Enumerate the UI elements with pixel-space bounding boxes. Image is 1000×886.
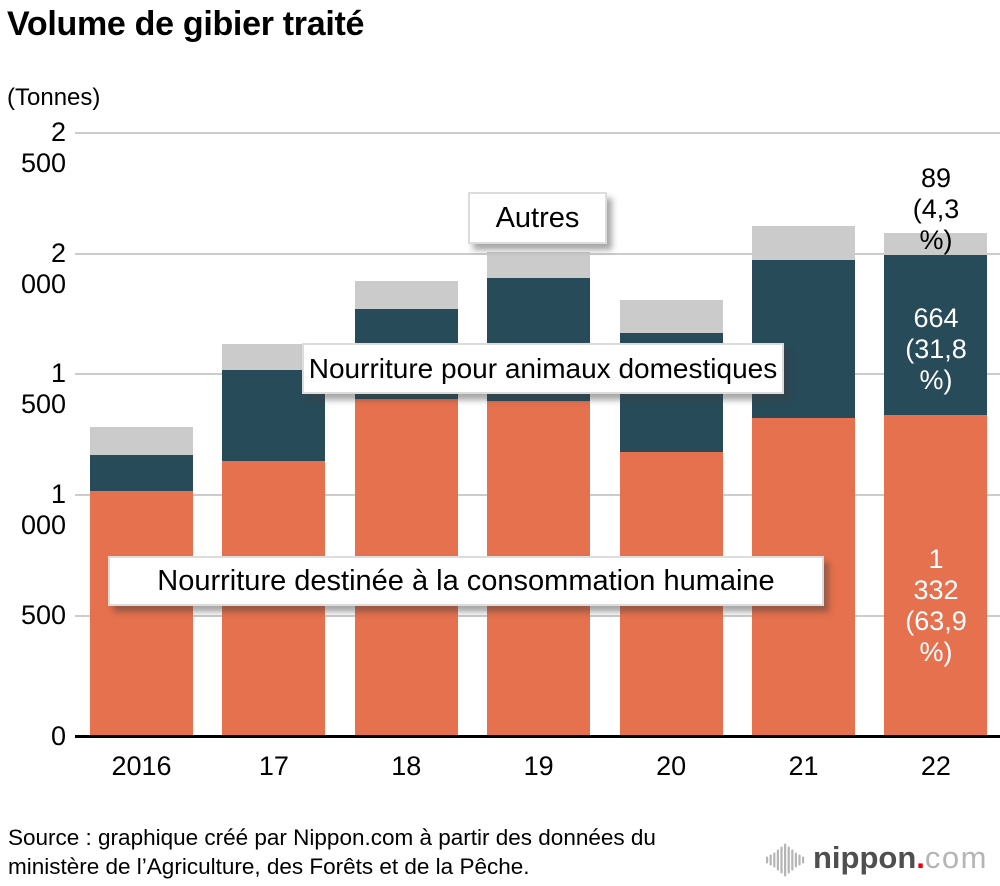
annotation-2022-human-value: 1 332 (913, 544, 959, 605)
x-axis-label-22: 22 (920, 751, 951, 781)
bar-segment-other-2016 (90, 426, 193, 456)
logo-com-text: com (924, 840, 988, 875)
label-box-human-food-text: Nourriture destinée à la consommation hu… (157, 564, 775, 597)
annotation-2022-other-value: 89 (920, 163, 952, 193)
source-line-1: Source : graphique créé par Nippon.com à… (8, 825, 656, 850)
bar-segment-other-20 (619, 299, 723, 334)
bar-segment-other-18 (354, 281, 458, 310)
bar-segment-other-22 (884, 233, 988, 255)
bar-segment-pet-22 (884, 254, 988, 415)
annotation-2022-pet-value: 664 (913, 303, 959, 333)
bar-segment-pet-21 (752, 259, 855, 418)
x-axis-label-19: 19 (523, 751, 554, 781)
bar-segment-pet-2016 (90, 455, 193, 492)
label-box-pet-food-text: Nourriture pour animaux domestiques (308, 352, 778, 384)
bar-segment-human-22 (884, 414, 988, 737)
annotation-2022-other: 89 (4,3 %) (904, 163, 968, 256)
source-text: Source : graphique créé par Nippon.com à… (8, 823, 656, 881)
logo-nippon-text: nippon (813, 840, 917, 875)
y-axis-label-1500: 1 500 (20, 358, 66, 420)
annotation-2022-human-percent: (63,9 %) (905, 606, 967, 667)
soundwave-icon (766, 843, 805, 877)
y-axis-label-0: 0 (50, 720, 66, 751)
y-axis-label-500: 500 (20, 599, 66, 630)
label-box-pet-food: Nourriture pour animaux domestiques (302, 343, 784, 394)
logo-dot: . (916, 840, 925, 875)
y-axis-label-1000: 1 000 (20, 479, 66, 541)
bar-segment-other-21 (752, 225, 855, 260)
x-axis-label-18: 18 (391, 751, 422, 781)
x-axis-label-20: 20 (656, 751, 687, 781)
y-axis-label-2000: 2 000 (20, 237, 66, 299)
y-axis-unit-label: (Tonnes) (7, 84, 101, 111)
bar-segment-other-19 (487, 252, 591, 278)
nippon-logo: nippon. com (765, 840, 988, 877)
x-axis-label-21: 21 (788, 751, 819, 781)
x-axis-label-17: 17 (258, 751, 289, 781)
annotation-2022-human: 1 332 (63,9 %) (904, 544, 968, 668)
gridline-2500 (75, 132, 1000, 134)
label-box-autres-text: Autres (495, 201, 580, 234)
label-box-human-food: Nourriture destinée à la consommation hu… (108, 556, 824, 606)
x-axis-label-2016: 2016 (111, 751, 172, 781)
annotation-2022-other-percent: (4,3 %) (912, 194, 960, 255)
annotation-2022-pet-percent: (31,8 %) (905, 334, 967, 395)
bar-segment-human-2016 (90, 491, 193, 737)
label-box-autres: Autres (468, 192, 607, 244)
source-line-2: ministère de l’Agriculture, des Forêts e… (8, 854, 530, 879)
y-axis-label-2500: 2 500 (20, 117, 66, 178)
annotation-2022-pet: 664 (31,8 %) (904, 303, 968, 396)
x-axis-line (75, 735, 1000, 738)
page-title: Volume de gibier traité (7, 5, 365, 43)
